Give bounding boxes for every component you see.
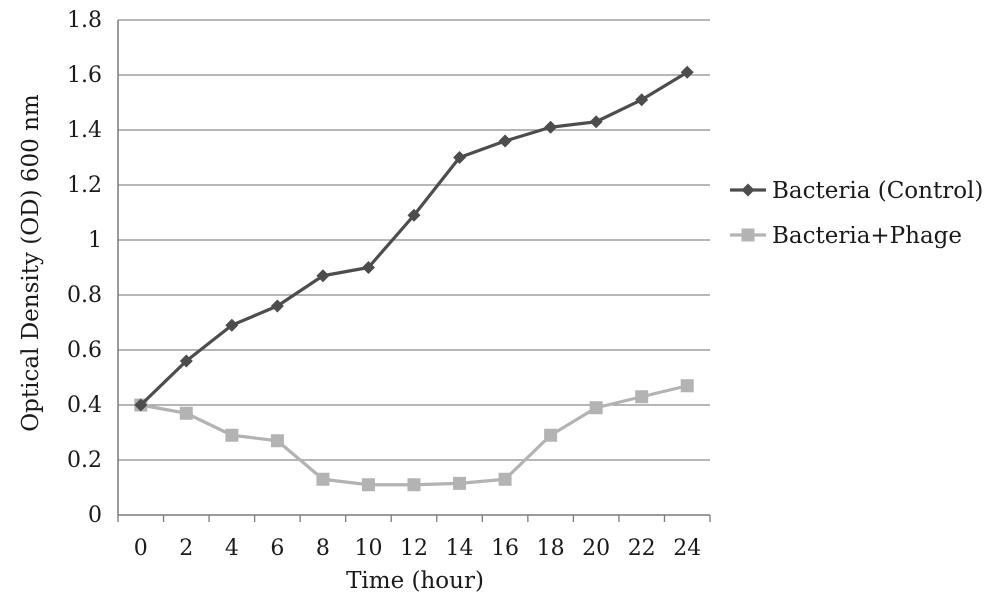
x-tick-label: 18: [537, 536, 565, 561]
series-1: [134, 65, 694, 412]
data-point: [635, 390, 649, 404]
data-point: [179, 406, 193, 420]
data-point: [680, 379, 694, 393]
data-point: [635, 93, 649, 107]
y-tick-label: 0.8: [67, 283, 102, 308]
data-point: [407, 208, 421, 222]
data-point: [270, 299, 284, 313]
x-tick-label: 22: [628, 536, 656, 561]
data-point: [544, 120, 558, 134]
data-point: [225, 318, 239, 332]
y-tick-label: 1.6: [67, 63, 102, 88]
legend: Bacteria (Control) Bacteria+Phage: [730, 178, 983, 249]
data-point: [316, 269, 330, 283]
data-point: [134, 398, 148, 412]
legend-label: Bacteria+Phage: [772, 223, 962, 249]
x-tick-label: 14: [446, 536, 474, 561]
data-point: [407, 478, 421, 492]
data-point: [453, 151, 467, 164]
data-point: [498, 134, 512, 148]
x-tick-label: 4: [225, 536, 239, 561]
legend-label: Bacteria (Control): [772, 178, 983, 204]
y-tick-label: 1.8: [67, 8, 102, 33]
axes: [117, 20, 711, 522]
x-tick-label: 6: [270, 536, 284, 561]
data-point: [680, 65, 694, 79]
data-point: [361, 261, 375, 274]
data-point: [589, 401, 603, 415]
x-tick-label: 16: [491, 536, 519, 561]
data-point: [179, 354, 193, 368]
legend-swatch-marker: [741, 183, 755, 197]
series-line: [140, 384, 688, 487]
series: [134, 65, 694, 492]
series-line: [139, 70, 689, 407]
data-point: [316, 472, 330, 486]
y-tick-label: 0: [88, 503, 102, 528]
x-tick-label: 10: [354, 536, 382, 561]
y-tick-label: 0.4: [67, 393, 102, 418]
y-tick-label: 0.6: [67, 338, 102, 363]
series-2: [134, 379, 694, 492]
data-point: [453, 476, 467, 490]
data-point: [361, 478, 375, 492]
x-tick-label: 12: [400, 536, 428, 561]
legend-item: Bacteria (Control): [730, 178, 983, 204]
x-tick-label: 24: [673, 536, 701, 561]
data-point: [544, 428, 558, 442]
data-point: [589, 115, 603, 129]
data-point: [225, 428, 239, 442]
x-tick-label: 0: [134, 536, 148, 561]
x-axis-title: Time (hour): [346, 568, 484, 594]
y-tick-label: 1: [88, 228, 102, 253]
legend-item: Bacteria+Phage: [730, 223, 962, 249]
y-axis-title: Optical Density (OD) 600 nm: [18, 94, 44, 432]
x-tick-label: 2: [179, 536, 193, 561]
legend-swatch-marker: [741, 228, 755, 242]
data-point: [270, 434, 284, 448]
y-tick-label: 1.2: [67, 173, 102, 198]
gridlines: [118, 19, 710, 461]
data-point: [498, 472, 512, 486]
y-tick-label: 0.2: [67, 448, 102, 473]
y-tick-label: 1.4: [67, 118, 102, 143]
x-tick-label: 8: [316, 536, 330, 561]
x-tick-label: 20: [582, 536, 610, 561]
tick-labels: 00.20.40.60.811.21.41.61.80 2 4 6 8 10 12 14 16 1…: [67, 8, 701, 561]
